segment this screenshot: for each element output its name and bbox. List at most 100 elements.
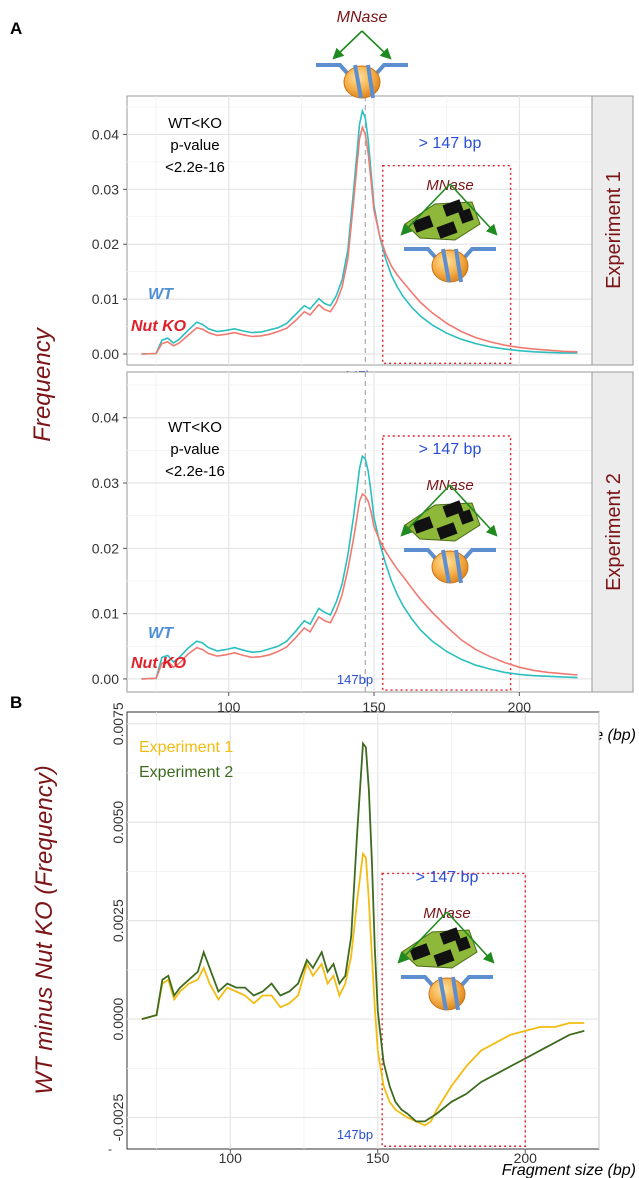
pad-square [455, 936, 471, 952]
panel-b-x-axis-title: Fragment size (bp) [502, 1162, 636, 1178]
nucleosome-drawing [400, 183, 498, 283]
panel-b-mnase-label: MNase [423, 905, 471, 922]
facet-1-stat-line-1: WT<KO [168, 115, 222, 132]
x-tick-label: 200 [514, 1150, 538, 1166]
mnase-arrow [446, 911, 495, 964]
facet-1-nucleosome-icon [400, 183, 498, 283]
facet-2-legend-ko: Nut KO [131, 655, 187, 672]
x-tick-label: 100 [217, 699, 241, 715]
facet-experiment-1: 0.000.010.020.030.04 Experiment 1 WT<KO … [92, 95, 634, 383]
panel-b-region-label: > 147 bp [416, 869, 479, 886]
dna-strand [401, 975, 435, 988]
facet-1-legend-ko: Nut KO [131, 318, 187, 335]
series-nut-ko-line [141, 492, 578, 680]
y-tick-label: 0.03 [92, 181, 119, 197]
series-wt-line [141, 108, 578, 355]
panel-a-x-axis: 100 150 200 [217, 692, 531, 715]
pad-square [436, 522, 458, 540]
dna-wrap [353, 64, 363, 99]
facet-2-y-ticks: 0.00 0.01 0.02 0.03 0.04 [92, 410, 127, 687]
panel-b-legend-exp2: Experiment 2 [139, 764, 233, 781]
y-tick-label: -0.0025 [110, 1094, 126, 1142]
dna-wrap [438, 976, 448, 1011]
facet-2-strip-label: Experiment 2 [603, 473, 625, 591]
pad-square [436, 221, 458, 239]
y-tick-label: 0.01 [92, 606, 119, 622]
nucleosome-drawing [400, 484, 498, 584]
facet-1-legend-wt: WT [148, 286, 174, 303]
facet-1-mnase-label: MNase [426, 177, 474, 194]
facet-1-strip [591, 95, 634, 366]
pad-square [412, 516, 434, 534]
facet-2-region-label: > 147 bp [419, 441, 482, 458]
series-nut-ko-line [141, 124, 578, 355]
y-tick-label: 0.0050 [110, 801, 126, 844]
facet-1-y-ticks: 0.00 0.01 0.02 0.03 0.04 [92, 126, 127, 362]
pad-square [412, 215, 434, 233]
mnase-arrow [449, 183, 498, 236]
top-nucleosome-icon [316, 30, 408, 99]
y-tick-label: 0.0000 [110, 997, 126, 1040]
facet-1-region-label: > 147 bp [419, 135, 482, 152]
mnase-arrow [332, 30, 363, 60]
facet-2-plot-area [126, 371, 593, 693]
panel-b: -0.0025 0.0000 0.0025 0.0050 0.0075 WT minus… [31, 702, 636, 1178]
panel-b-region-box [381, 872, 526, 1147]
dna-strand [462, 548, 496, 561]
panel-b-x-axis: 100 150 200 [219, 1149, 538, 1166]
x-tick-label: 100 [219, 1150, 243, 1166]
facet-1-series [141, 108, 578, 355]
dna-wrap [441, 248, 451, 283]
facet-2-series [141, 454, 578, 680]
dna-strand [459, 975, 493, 988]
facet-2-legend-wt: WT [148, 625, 174, 642]
facet-2-stat-line-2: p-value [170, 441, 219, 458]
x-tick-label: 150 [362, 699, 386, 715]
dna-wrap [366, 64, 375, 99]
pad-square [433, 949, 455, 967]
y-tick-label: 0.0025 [110, 899, 126, 942]
panel-b-y-ticks: -0.0025 0.0000 0.0025 0.0050 0.0075 [110, 702, 126, 1141]
panel-b-plot-area [126, 711, 600, 1150]
facet-2-peak-label: 147bp [337, 672, 373, 687]
mnase-arrow [400, 183, 451, 236]
y-tick-label: 0.04 [92, 410, 119, 426]
series-experiment-2-line [141, 740, 585, 1123]
panel-b-series [141, 740, 585, 1127]
mnase-arrow [397, 911, 448, 964]
dna-strand [316, 63, 350, 76]
y-tick-label: 0.00 [92, 671, 119, 687]
y-tick-label: 0.0075 [110, 702, 126, 745]
y-tick-label: 0.02 [92, 236, 119, 252]
pad-square [439, 927, 461, 945]
panel-a: Frequency 0.00 0.01 0.02 0.03 0.04 Experimen… [29, 9, 636, 744]
x-tick-label: 150 [366, 1150, 390, 1166]
y-tick-label: 0.00 [92, 346, 119, 362]
nucleosome-drawing [316, 63, 408, 99]
pad-square [442, 199, 464, 217]
mnase-arrow [400, 484, 451, 537]
dna-strand [404, 548, 438, 561]
pad-square [409, 943, 431, 961]
dna-wrap [454, 549, 463, 584]
y-tick-label: 0.04 [92, 126, 119, 142]
facet-1-region-box [382, 165, 512, 365]
panel-a-label: A [10, 19, 22, 38]
series-experiment-1-line [141, 851, 585, 1127]
dna-wrap [451, 976, 460, 1011]
dna-wrap [454, 248, 463, 283]
facet-2-stat-line-1: WT<KO [168, 419, 222, 436]
pad-square [458, 509, 474, 525]
facet-experiment-2: 0.000.010.020.030.04 Experiment 2 WT<KO … [92, 371, 634, 693]
facet-2-stat-line-3: <2.2e-16 [165, 463, 225, 480]
dna-strand [462, 247, 496, 260]
panel-b-peak-label: 147bp [337, 1127, 373, 1142]
panel-b-dash-label: - [108, 1142, 112, 1156]
facet-1-stat-line-2: p-value [170, 137, 219, 154]
series-wt-line [141, 454, 578, 680]
facet-2-nucleosome-icon [400, 484, 498, 584]
panel-a-y-axis-title: Frequency [29, 326, 56, 441]
pad-square [442, 500, 464, 518]
facet-1-stat-line-3: <2.2e-16 [165, 159, 225, 176]
